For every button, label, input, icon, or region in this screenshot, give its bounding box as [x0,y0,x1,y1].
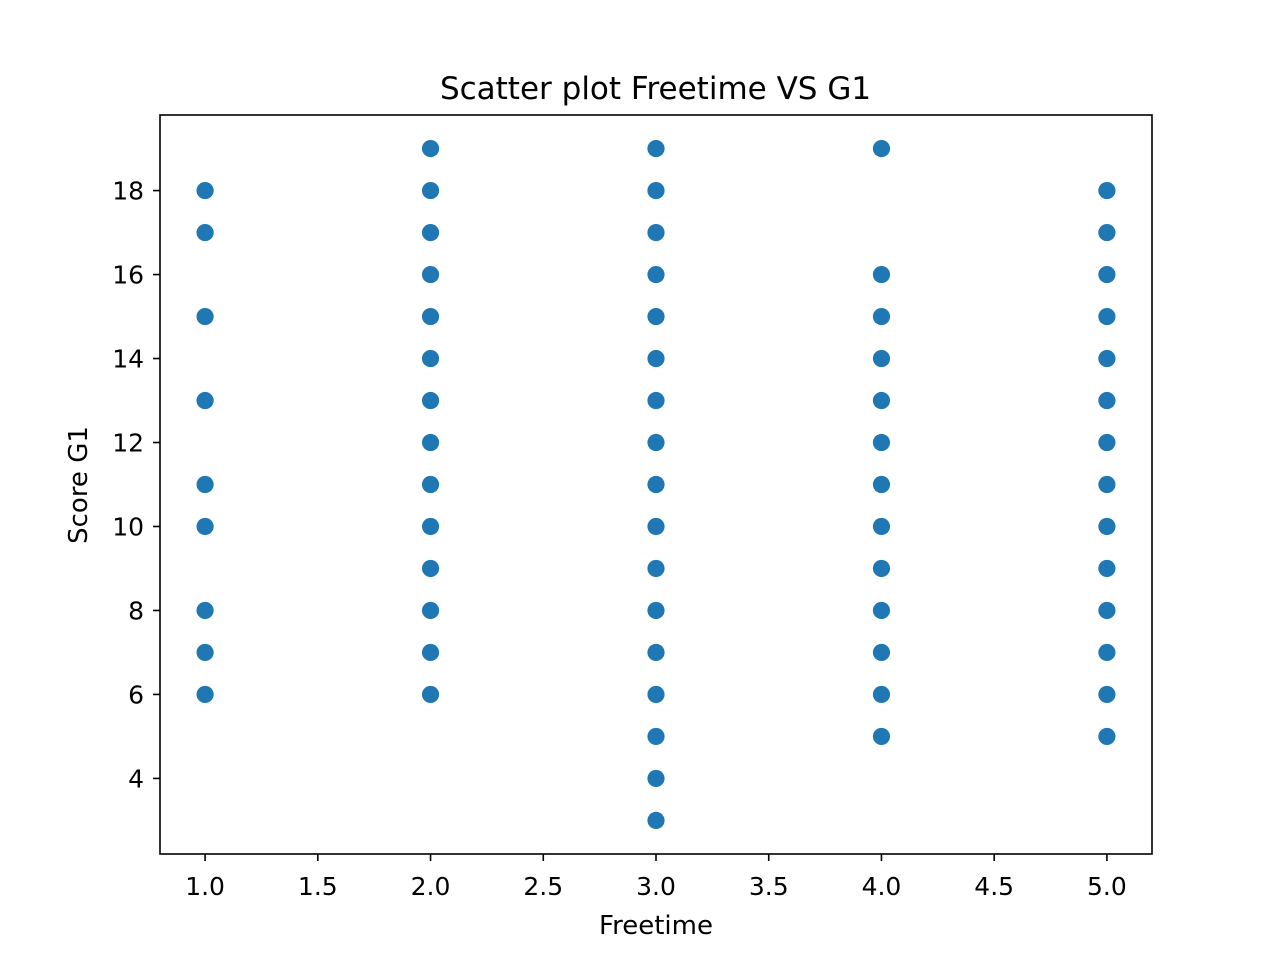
scatter-point [1098,559,1116,578]
scatter-point [421,265,440,284]
scatter-point [647,307,665,326]
y-axis-ticks: 4 6 8 10 12 14 16 18 [112,177,160,793]
scatter-point [421,601,440,620]
points-layer [196,139,1116,830]
scatter-point [647,601,665,620]
scatter-point [196,181,214,200]
x-tick-label: 3.0 [636,872,676,901]
scatter-point [647,559,665,578]
scatter-point [196,601,214,620]
scatter-point [872,559,891,578]
scatter-point [421,139,440,158]
scatter-point [1098,265,1116,284]
scatter-point [647,391,665,410]
scatter-point [647,265,665,284]
scatter-point [1098,601,1116,620]
scatter-point [647,643,665,662]
x-tick-label: 1.5 [298,872,338,901]
scatter-point [1098,643,1116,662]
scatter-point [872,475,891,494]
scatter-point [1098,349,1116,368]
scatter-point [1098,685,1116,704]
scatter-point [1098,475,1116,494]
scatter-point [1098,223,1116,242]
scatter-point [872,391,891,410]
scatter-point [196,223,214,242]
scatter-point [647,685,665,704]
x-tick-label: 5.0 [1087,872,1127,901]
x-tick-label: 4.5 [974,872,1014,901]
scatter-point [872,685,891,704]
scatter-point [421,685,440,704]
x-tick-label: 1.0 [185,872,225,901]
scatter-point [872,601,891,620]
scatter-point [421,307,440,326]
scatter-point [647,139,665,158]
scatter-point [1098,391,1116,410]
scatter-point [421,181,440,200]
scatter-point [872,307,891,326]
x-tick-label: 2.5 [523,872,563,901]
scatter-point [647,475,665,494]
y-axis-label: Score G1 [64,426,94,544]
scatter-point [647,517,665,536]
scatter-point [196,643,214,662]
scatter-point [196,307,214,326]
x-tick-label: 2.0 [411,872,451,901]
y-tick-label: 8 [128,596,144,625]
scatter-point [1098,433,1116,452]
scatter-point [872,643,891,662]
y-tick-label: 16 [112,261,144,290]
y-tick-label: 10 [112,512,144,541]
y-tick-label: 14 [112,345,144,374]
scatter-point [872,265,891,284]
scatter-point [421,517,440,536]
y-tick-label: 18 [112,177,144,206]
scatter-point [1098,517,1116,536]
scatter-point [872,727,891,746]
scatter-point [872,433,891,452]
scatter-point [1098,727,1116,746]
scatter-point [196,391,214,410]
scatter-point [421,349,440,368]
x-tick-label: 4.0 [862,872,902,901]
x-tick-label: 3.5 [749,872,789,901]
scatter-point [1098,181,1116,200]
scatter-point [647,727,665,746]
scatter-point [421,223,440,242]
scatter-point [647,433,665,452]
scatter-point [421,433,440,452]
scatter-point [421,643,440,662]
scatter-point [647,181,665,200]
chart-title: Scatter plot Freetime VS G1 [440,71,871,107]
scatter-point [647,349,665,368]
scatter-point [872,349,891,368]
x-axis-label: Freetime [599,911,713,941]
y-tick-label: 12 [112,429,144,458]
scatter-point [196,517,214,536]
scatter-point [647,769,665,788]
scatter-point [421,475,440,494]
scatter-point [872,139,891,158]
scatter-point [1098,307,1116,326]
scatter-point [647,223,665,242]
scatter-point [872,517,891,536]
scatter-point [421,559,440,578]
scatter-point [647,811,665,830]
x-axis-ticks: 1.0 1.5 2.0 2.5 3.0 3.5 4.0 4.5 5.0 [185,854,1127,901]
y-tick-label: 4 [128,764,144,793]
scatter-point [196,475,214,494]
scatter-point [421,391,440,410]
scatter-point [196,685,214,704]
y-tick-label: 6 [128,680,144,709]
